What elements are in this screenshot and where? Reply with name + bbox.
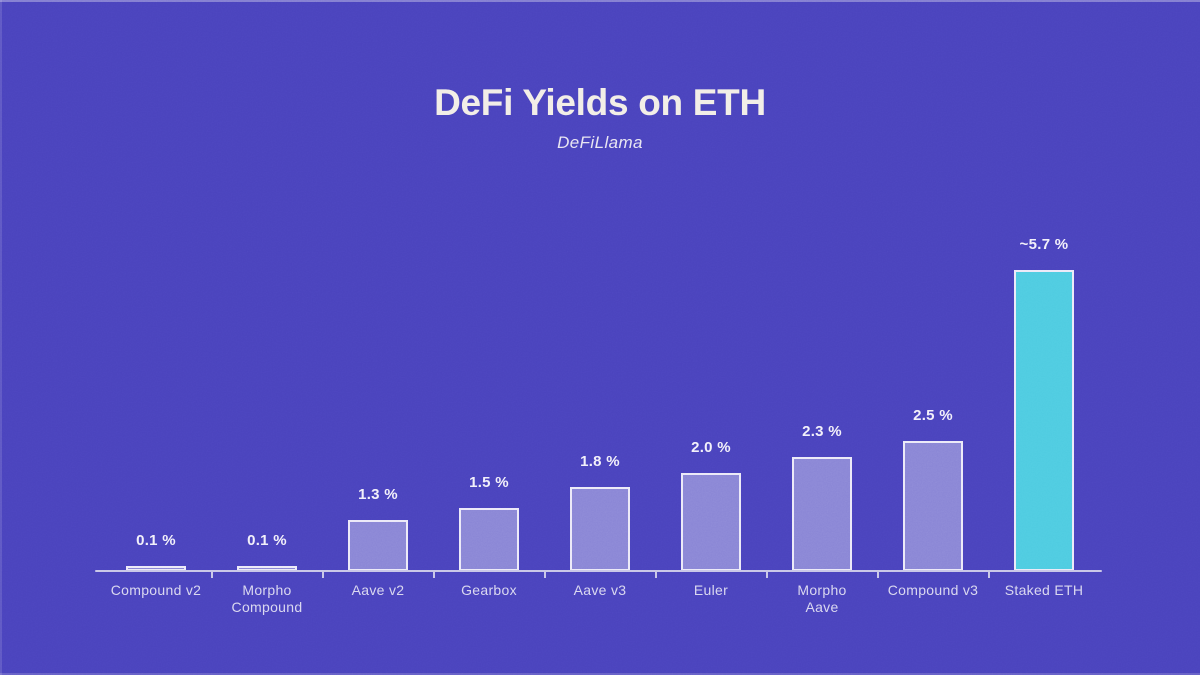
x-axis-tick: [765, 571, 768, 578]
bar-group-compound-v3: 2.5 % Compound v3: [878, 0, 989, 675]
bar-group-aave-v2: 1.3 % Aave v2: [323, 0, 434, 675]
value-label-aave-v2: 1.3 %: [358, 486, 398, 503]
category-label-compound-v2: Compound v2: [110, 582, 202, 598]
bar-group-compound-v2: 0.1 % Compound v2: [101, 0, 212, 675]
top-edge-highlight: [0, 0, 1200, 2]
category-label-compound-v3: Compound v3: [887, 582, 979, 598]
bar-staked-eth: [1014, 270, 1074, 571]
value-label-morpho-compound: 0.1 %: [247, 532, 287, 549]
category-label-aave-v3: Aave v3: [573, 582, 627, 598]
x-axis-line: [95, 570, 1102, 572]
category-label-euler: Euler: [693, 582, 729, 598]
bar-group-morpho-compound: 0.1 % Morpho Compound: [212, 0, 323, 675]
x-axis-tick: [321, 571, 324, 578]
bar-aave-v2: [348, 520, 408, 571]
value-label-staked-eth: ~5.7 %: [1019, 236, 1069, 253]
bar-aave-v3: [570, 487, 630, 571]
category-label-morpho-compound: Morpho Compound: [231, 582, 303, 615]
left-edge-highlight: [0, 0, 2, 675]
bar-group-aave-v3: 1.8 % Aave v3: [545, 0, 656, 675]
bar-morpho-aave: [792, 457, 852, 571]
category-label-aave-v2: Aave v2: [351, 582, 405, 598]
value-label-euler: 2.0 %: [691, 439, 731, 456]
bar-euler: [681, 473, 741, 571]
category-label-staked-eth: Staked ETH: [1004, 582, 1084, 598]
bar-group-morpho-aave: 2.3 % Morpho Aave: [767, 0, 878, 675]
category-label-gearbox: Gearbox: [461, 582, 517, 598]
bar-group-euler: 2.0 % Euler: [656, 0, 767, 675]
value-label-compound-v3: 2.5 %: [913, 407, 953, 424]
bar-compound-v3: [903, 441, 963, 571]
x-axis-tick: [987, 571, 990, 578]
value-label-morpho-aave: 2.3 %: [802, 423, 842, 440]
bar-group-staked-eth: ~5.7 % Staked ETH: [989, 0, 1100, 675]
value-label-aave-v3: 1.8 %: [580, 453, 620, 470]
bar-gearbox: [459, 508, 519, 571]
value-label-gearbox: 1.5 %: [469, 474, 509, 491]
x-axis-tick: [210, 571, 213, 578]
value-label-compound-v2: 0.1 %: [136, 532, 176, 549]
x-axis-tick: [654, 571, 657, 578]
x-axis-tick: [543, 571, 546, 578]
x-axis-tick: [432, 571, 435, 578]
x-axis-tick: [876, 571, 879, 578]
bar-group-gearbox: 1.5 % Gearbox: [434, 0, 545, 675]
category-label-morpho-aave: Morpho Aave: [797, 582, 847, 615]
